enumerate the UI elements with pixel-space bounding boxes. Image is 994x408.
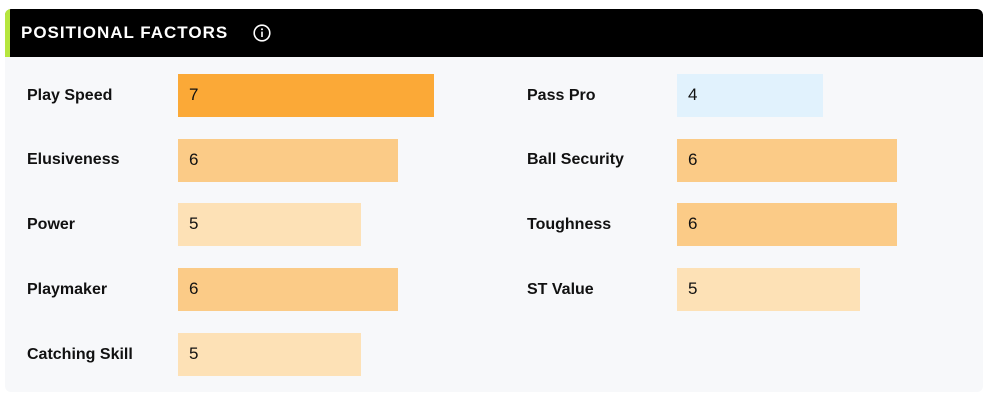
- factor-bar: 6: [178, 268, 398, 311]
- section-title: POSITIONAL FACTORS: [21, 23, 229, 42]
- factor-value: 6: [688, 150, 698, 169]
- factor-label: Play Speed: [27, 87, 113, 104]
- positional-factors-card: POSITIONAL FACTORS Play Speed 7 Elusiven…: [5, 9, 983, 392]
- factor-label: Catching Skill: [27, 346, 133, 363]
- factor-bar: 5: [178, 203, 361, 246]
- factor-bar: 5: [178, 333, 361, 376]
- factor-value: 6: [189, 150, 199, 169]
- factor-label: Pass Pro: [527, 87, 596, 104]
- factor-label: Toughness: [527, 216, 612, 233]
- factor-bar: 6: [677, 203, 897, 246]
- factor-value: 5: [189, 344, 199, 363]
- factor-label: Playmaker: [27, 281, 108, 298]
- factor-label: Power: [27, 216, 76, 233]
- factor-value: 6: [688, 214, 698, 233]
- card-header: POSITIONAL FACTORS: [5, 9, 983, 57]
- factor-label: ST Value: [527, 281, 594, 298]
- factor-bar: 4: [677, 74, 823, 117]
- factor-value: 4: [688, 85, 698, 104]
- factor-value: 6: [189, 279, 199, 298]
- info-icon[interactable]: [253, 24, 271, 42]
- factor-value: 7: [189, 85, 199, 104]
- header-accent-bar: [5, 9, 10, 57]
- factor-bar: 7: [178, 74, 434, 117]
- factor-value: 5: [189, 214, 199, 233]
- factor-bar: 5: [677, 268, 860, 311]
- factor-label: Ball Security: [527, 151, 624, 168]
- factor-value: 5: [688, 279, 698, 298]
- factor-label: Elusiveness: [27, 151, 120, 168]
- factor-bar: 6: [178, 139, 398, 182]
- factor-bar: 6: [677, 139, 897, 182]
